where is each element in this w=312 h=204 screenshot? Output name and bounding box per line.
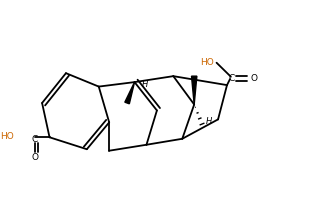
- Text: HO: HO: [200, 58, 214, 67]
- Text: H: H: [142, 80, 148, 89]
- Text: O: O: [251, 74, 258, 83]
- Text: C: C: [228, 74, 235, 83]
- Text: HO: HO: [0, 132, 14, 141]
- Text: C: C: [32, 135, 38, 144]
- Text: O: O: [31, 152, 38, 161]
- Text: H: H: [206, 117, 212, 126]
- Polygon shape: [125, 83, 134, 104]
- Polygon shape: [192, 77, 197, 105]
